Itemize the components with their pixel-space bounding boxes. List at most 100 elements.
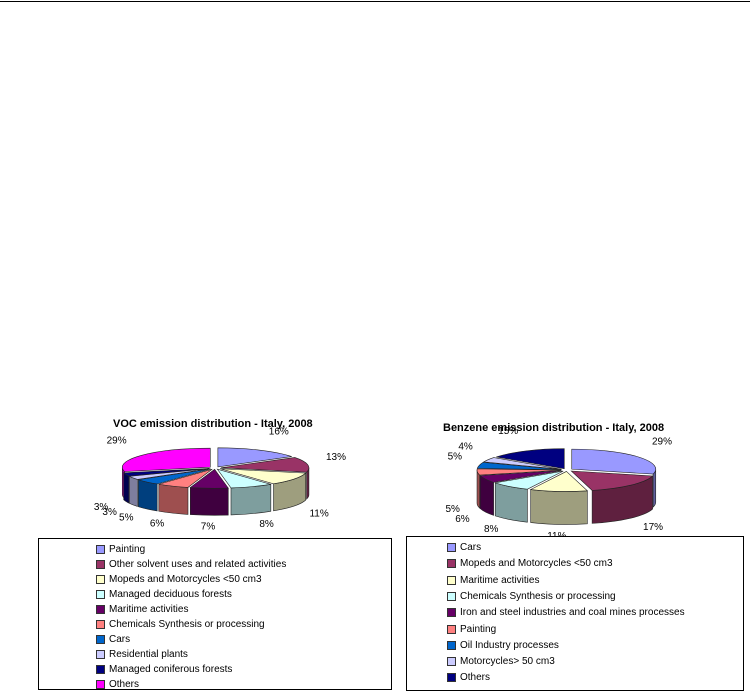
legend-item-others: Others [447,672,490,683]
legend-label: Iron and steel industries and coal mines… [460,607,685,619]
slice-side-maritime-activities [530,489,588,525]
legend-label: Residential plants [109,649,188,660]
slice-iron-and-steel-industries-and-coal-mines-processes [479,470,562,483]
slice-painting [476,468,562,476]
legend-item-painting: Painting [447,624,496,635]
slice-managed-deciduous-forests [216,468,271,489]
legend-label: Cars [109,634,131,645]
slice-painting [217,447,292,468]
legend-item-iron-and-steel-industries-and-coal-mines-processes: Iron and steel industries and coal mines… [447,607,685,618]
legend-item-painting: Painting [96,544,145,555]
legend-item-managed-coniferous-forests: Managed coniferous forests [96,664,232,675]
slice-side-cars [652,469,657,508]
data-label-cars: 5% [119,513,134,524]
legend-item-maritime-activities: Maritime activities [96,604,188,615]
legend-item-managed-deciduous-forests: Managed deciduous forests [96,589,232,600]
data-label-painting: 5% [446,504,461,515]
data-label-chemicals-synthesis-or-processing: 6% [150,518,165,529]
legend-label: Motorcycles> 50 cm3 [460,656,555,668]
legend-swatch [96,575,105,584]
legend-swatch [96,605,105,614]
slice-motorcycles-50-cm3 [482,457,562,470]
data-label-mopeds-and-motorcycles-50-cm3: 17% [643,522,663,533]
data-label-chemicals-synthesis-or-processing: 8% [484,524,499,535]
legend-label: Managed coniferous forests [109,664,233,675]
legend-swatch [96,635,105,644]
benzene-chart-title: Benzene emission distribution - Italy, 2… [443,422,665,434]
top-rule [0,1,750,2]
data-label-oil-industry-processes: 5% [448,452,463,463]
slice-other-solvent-uses-and-related-activities [220,457,310,473]
legend-item-maritime-activities: Maritime activities [447,575,539,586]
legend-item-cars: Cars [447,542,481,553]
slice-managed-coniferous-forests [122,468,210,477]
slice-mopeds-and-motorcycles-50-cm3 [570,470,654,491]
data-label-managed-deciduous-forests: 8% [259,519,274,530]
slice-oil-industry-processes [476,462,562,470]
slice-cars [571,448,657,475]
legend-swatch [96,590,105,599]
legend-item-chemicals-synthesis-or-processing: Chemicals Synthesis or processing [96,619,265,630]
voc-chart-title: VOC emission distribution - Italy, 2008 [113,418,313,430]
slice-maritime-activities [189,468,229,489]
legend-item-motorcycles-50-cm3: Motorcycles> 50 cm3 [447,656,555,667]
legend-label: Painting [109,544,146,555]
legend-swatch [96,620,105,629]
slice-others [496,448,565,470]
slice-mopeds-and-motorcycles-50-cm3 [219,468,307,485]
benzene-legend: Cars Mopeds and Motorcycles <50 cm3 Mariti… [406,536,744,691]
data-label-motorcycles-50-cm3: 4% [458,442,473,453]
legend-label: Others [109,679,140,690]
legend-item-oil-industry-processes: Oil Industry processes [447,640,559,651]
data-label-painting: 16% [269,426,289,437]
legend-swatch [447,657,456,667]
slice-cars [138,468,211,485]
legend-item-other-solvent-uses-and-related-activities: Other solvent uses and related activitie… [96,559,286,570]
legend-label: Mopeds and Motorcycles <50 cm3 [460,558,613,570]
legend-label: Managed deciduous forests [109,589,232,600]
slice-chemicals-synthesis-or-processing [158,468,213,488]
legend-swatch [447,591,456,601]
legend-item-mopeds-and-motorcycles-50-cm3: Mopeds and Motorcycles <50 cm3 [96,574,262,585]
data-label-maritime-activities: 7% [201,521,216,532]
legend-swatch [447,608,456,618]
slice-side-painting [476,470,480,509]
legend-item-others: Others [96,679,139,690]
legend-swatch [447,640,456,650]
legend-label: Mopeds and Motorcycles <50 cm3 [109,574,262,585]
legend-label: Maritime activities [460,574,540,586]
legend-swatch [447,575,456,585]
legend-swatch [96,560,105,569]
legend-label: Chemicals Synthesis or processing [460,590,616,602]
data-label-residential-plants: 3% [102,507,117,518]
legend-swatch [96,545,105,554]
data-label-managed-coniferous-forests: 3% [94,502,109,513]
voc-legend: Painting Other solvent uses and related a… [38,538,392,690]
legend-label: Chemicals Synthesis or processing [109,619,265,630]
legend-item-residential-plants: Residential plants [96,649,188,660]
data-label-mopeds-and-motorcycles-50-cm3: 11% [309,509,328,520]
legend-item-cars: Cars [96,634,130,645]
legend-label: Cars [460,542,482,553]
data-label-others: 15% [498,426,518,437]
data-label-iron-and-steel-industries-and-coal-mines-processes: 6% [455,514,470,525]
legend-swatch [447,543,456,552]
legend-item-mopeds-and-motorcycles-50-cm3: Mopeds and Motorcycles <50 cm3 [447,558,613,569]
legend-swatch [96,650,105,659]
legend-label: Oil Industry processes [460,639,559,651]
legend-swatch [447,673,456,683]
legend-item-chemicals-synthesis-or-processing: Chemicals Synthesis or processing [447,591,616,602]
slice-others [122,447,211,472]
legend-swatch [447,624,456,634]
legend-swatch [96,680,105,689]
data-label-cars: 29% [652,437,672,448]
data-label-other-solvent-uses-and-related-activities: 13% [326,452,346,463]
data-label-others: 29% [107,436,127,447]
legend-label: Other solvent uses and related activitie… [109,559,287,570]
legend-label: Maritime activities [109,604,189,615]
slice-chemicals-synthesis-or-processing [495,470,564,490]
legend-swatch [96,665,105,674]
slice-maritime-activities [529,471,589,492]
